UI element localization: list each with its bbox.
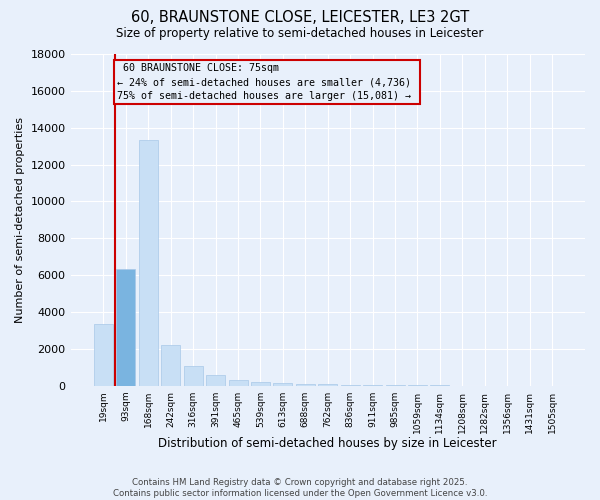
- Bar: [341, 385, 360, 386]
- X-axis label: Distribution of semi-detached houses by size in Leicester: Distribution of semi-detached houses by …: [158, 437, 497, 450]
- Text: 60, BRAUNSTONE CLOSE, LEICESTER, LE3 2GT: 60, BRAUNSTONE CLOSE, LEICESTER, LE3 2GT: [131, 10, 469, 25]
- Bar: [116, 269, 136, 386]
- Text: Contains HM Land Registry data © Crown copyright and database right 2025.
Contai: Contains HM Land Registry data © Crown c…: [113, 478, 487, 498]
- Bar: [274, 384, 292, 386]
- Text: Size of property relative to semi-detached houses in Leicester: Size of property relative to semi-detach…: [116, 28, 484, 40]
- Bar: [94, 324, 113, 386]
- Bar: [318, 384, 337, 386]
- Bar: [139, 140, 158, 386]
- Bar: [251, 382, 270, 386]
- Bar: [206, 375, 225, 386]
- Y-axis label: Number of semi-detached properties: Number of semi-detached properties: [15, 117, 25, 323]
- Bar: [296, 384, 315, 386]
- Text: 60 BRAUNSTONE CLOSE: 75sqm
← 24% of semi-detached houses are smaller (4,736)
75%: 60 BRAUNSTONE CLOSE: 75sqm ← 24% of semi…: [117, 63, 417, 101]
- Bar: [386, 385, 404, 386]
- Bar: [161, 346, 180, 386]
- Bar: [229, 380, 248, 386]
- Bar: [363, 385, 382, 386]
- Bar: [184, 366, 203, 386]
